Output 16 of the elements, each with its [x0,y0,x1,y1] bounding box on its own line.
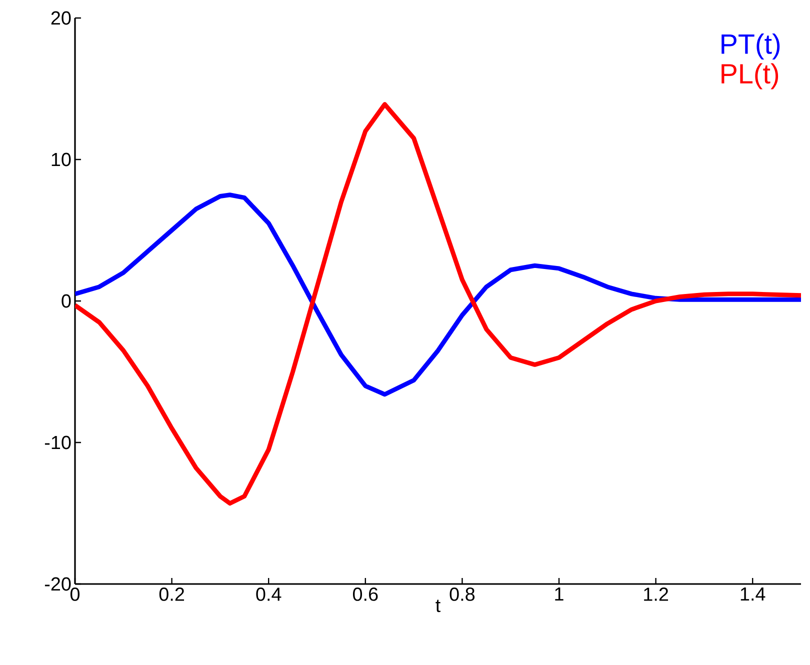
x-tick-label: 0.4 [256,588,282,601]
x-tick-label: 1 [555,588,564,601]
x-axis-title: t [436,600,440,612]
y-tick-label: 10 [52,152,71,166]
y-tick-label: 20 [51,11,71,25]
x-tick-label: 0.6 [352,588,378,601]
y-tick-label: -20 [44,577,71,591]
y-tick-label: 0 [62,294,71,308]
text: PL(t) [722,63,778,90]
x-tick-label: 0.2 [159,588,184,601]
x-tick-label: 1.4 [740,588,766,601]
y-tick-label: -10 [44,436,71,450]
x-tick-label: 0.8 [450,588,475,601]
x-tick-label: 0 [70,588,80,601]
x-tick-label: 1.2 [644,588,668,601]
text: PT(t) [722,34,780,60]
